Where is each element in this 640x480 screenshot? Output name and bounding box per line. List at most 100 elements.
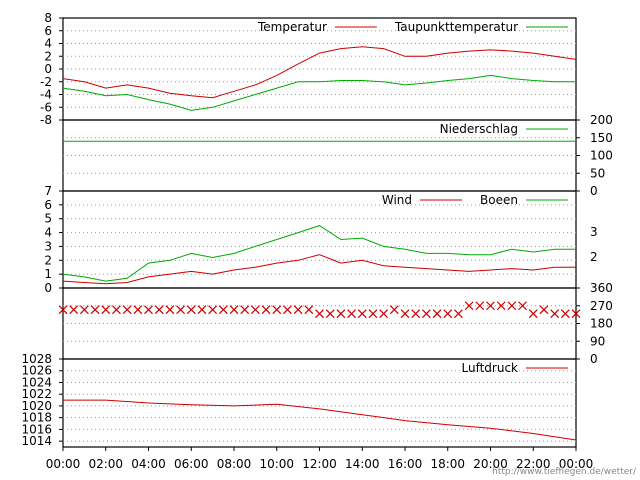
direction-point	[165, 305, 175, 315]
direction-point-stroke	[90, 305, 100, 315]
series-line-Boeen	[62, 225, 576, 282]
direction-point-stroke	[283, 305, 292, 315]
direction-point	[304, 305, 314, 315]
direction-point	[550, 309, 560, 319]
direction-point	[486, 301, 495, 311]
direction-point	[197, 305, 207, 315]
direction-point	[539, 305, 549, 315]
direction-point-stroke	[272, 305, 282, 315]
x-tick-label: 16:00	[388, 457, 423, 471]
direction-point-stroke	[421, 309, 431, 319]
direction-point-stroke	[432, 309, 442, 319]
direction-point	[112, 305, 121, 315]
direction-point-stroke	[464, 301, 474, 311]
direction-point-stroke	[357, 309, 367, 319]
source-url: http://www.tiefflegen.de/wetter/	[492, 467, 637, 477]
direction-point	[272, 305, 282, 315]
y-tick-label: 4	[44, 37, 52, 51]
direction-point	[475, 301, 485, 311]
y-tick-label: 360	[590, 281, 613, 295]
direction-point-stroke	[528, 309, 538, 319]
legend-label: Luftdruck	[461, 361, 518, 375]
direction-point	[454, 309, 463, 319]
direction-point	[379, 309, 389, 319]
direction-point	[101, 305, 111, 315]
y-tick-label: 8	[44, 11, 52, 25]
x-tick-label: 06:00	[174, 457, 209, 471]
direction-point-stroke	[400, 309, 410, 319]
direction-point-stroke	[208, 305, 218, 315]
direction-point	[144, 305, 153, 315]
y-tick-label: 1020	[21, 399, 52, 413]
direction-point	[58, 305, 68, 315]
direction-point-stroke	[154, 305, 164, 315]
direction-point-stroke	[347, 309, 356, 319]
direction-point	[133, 305, 143, 315]
y-tick-label: 90	[590, 334, 605, 348]
y-tick-label: 0	[590, 184, 598, 198]
y-tick-label: 200	[590, 113, 613, 127]
x-tick-label: 12:00	[302, 457, 337, 471]
direction-point-stroke	[144, 305, 153, 315]
direction-point-stroke	[69, 305, 79, 315]
y-tick-label: 1024	[21, 375, 52, 389]
direction-point-stroke	[304, 305, 314, 315]
y-tick-label: 1	[44, 267, 52, 281]
y-tick-label: 100	[590, 149, 613, 163]
series-line-Wind	[62, 254, 576, 285]
legend-label: Wind	[382, 193, 412, 207]
y-tick-label: 6	[44, 24, 52, 38]
direction-point-stroke	[186, 305, 196, 315]
direction-point-stroke	[165, 305, 175, 315]
direction-point	[261, 305, 271, 315]
y-tick-label: -6	[40, 100, 52, 114]
direction-point	[571, 309, 581, 319]
direction-point	[315, 309, 324, 319]
direction-point-stroke	[112, 305, 121, 315]
direction-point-stroke	[443, 309, 453, 319]
direction-point-stroke	[261, 305, 271, 315]
direction-point-stroke	[325, 309, 335, 319]
series-line-Luftdruck	[63, 399, 577, 441]
direction-point-stroke	[79, 305, 89, 315]
legend-label: Boeen	[480, 193, 518, 207]
direction-point-stroke	[411, 309, 421, 319]
y-tick-label: 1026	[21, 364, 52, 378]
y-tick-label: 6	[44, 198, 52, 212]
x-tick-label: 10:00	[259, 457, 294, 471]
direction-point-stroke	[454, 309, 463, 319]
direction-point-stroke	[315, 309, 324, 319]
direction-point	[154, 305, 164, 315]
y-tick-label: 5	[44, 212, 52, 226]
x-tick-label: 00:00	[46, 457, 81, 471]
y-tick-label: 2	[44, 253, 52, 267]
direction-point-stroke	[560, 309, 570, 319]
direction-point	[421, 309, 431, 319]
direction-point	[336, 309, 346, 319]
direction-point	[79, 305, 89, 315]
y-tick-label: 180	[590, 317, 613, 331]
direction-point	[250, 305, 260, 315]
direction-point	[176, 305, 185, 315]
direction-point	[208, 305, 218, 315]
direction-point	[240, 305, 250, 315]
direction-point	[518, 301, 527, 311]
y-tick-label: 1016	[21, 422, 52, 436]
direction-point	[90, 305, 100, 315]
x-tick-label: 04:00	[131, 457, 166, 471]
direction-point-stroke	[368, 309, 378, 319]
legend-label: Temperatur	[257, 20, 327, 34]
direction-point	[218, 305, 228, 315]
y-tick-label: 4	[44, 226, 52, 240]
direction-point-stroke	[122, 305, 132, 315]
series-line-Taupunkttemperatur	[62, 74, 576, 111]
x-tick-label: 18:00	[430, 457, 465, 471]
y-tick-label: 7	[44, 184, 52, 198]
direction-point-stroke	[250, 305, 260, 315]
y-tick-label: -2	[40, 75, 52, 89]
y-tick-label: 1014	[21, 434, 52, 448]
x-tick-label: 14:00	[345, 457, 380, 471]
direction-point-stroke	[496, 301, 506, 311]
y-tick-label: 1022	[21, 387, 52, 401]
direction-point	[443, 309, 453, 319]
